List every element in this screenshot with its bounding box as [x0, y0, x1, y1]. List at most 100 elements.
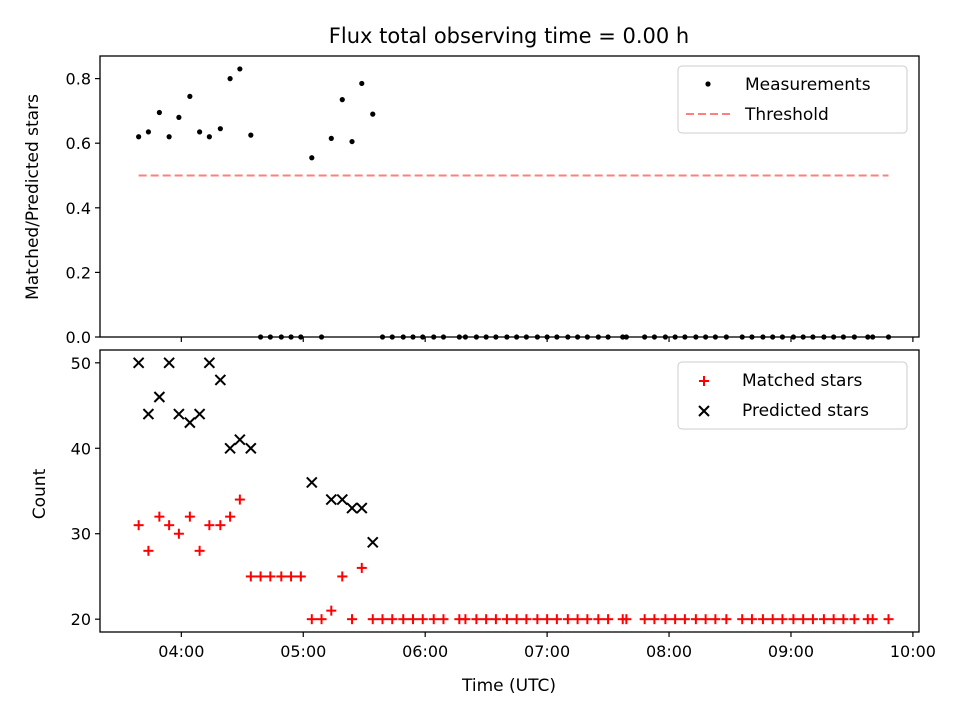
matched-stars-point — [593, 614, 604, 625]
measurement-point — [206, 134, 212, 140]
bottom-x-axis-label: Time (UTC) — [461, 676, 556, 696]
top-y-tick-label: 0.0 — [66, 328, 91, 347]
predicted-stars-point — [224, 442, 236, 454]
bottom-x-tick-label: 04:00 — [158, 642, 204, 661]
bottom-y-tick-label: 40 — [71, 439, 91, 458]
matched-stars-point — [255, 571, 266, 582]
predicted-stars-point — [306, 476, 318, 489]
bottom-panel: Count Time (UTC) 20 30 40 50 04:00 05:00 06:00… — [30, 349, 936, 696]
matched-stars-point — [377, 614, 388, 625]
measurement-point — [227, 76, 233, 82]
matched-stars-point — [225, 511, 236, 522]
measurement-point — [145, 129, 152, 135]
matched-stars-point — [670, 614, 681, 625]
top-axes-frame — [99, 55, 920, 338]
matched-stars-point — [621, 614, 632, 625]
matched-stars-point — [867, 614, 878, 625]
matched-stars-point — [710, 614, 721, 625]
matched-stars-point — [828, 614, 839, 625]
matched-stars-point — [215, 520, 226, 531]
predicted-stars-point — [142, 408, 155, 420]
measurement-point — [248, 132, 254, 138]
bottom-y-tick-label: 50 — [71, 354, 91, 373]
matched-stars-point — [356, 562, 367, 573]
matched-stars-point — [532, 614, 543, 625]
matched-stars-point — [582, 614, 593, 625]
matched-stars-point — [276, 571, 287, 582]
top-plot-area — [136, 66, 892, 340]
measurement-point — [136, 134, 142, 140]
matched-stars-point — [265, 571, 276, 582]
measurement-point — [237, 66, 243, 72]
matched-stars-point — [551, 614, 562, 625]
matched-stars-point — [417, 614, 428, 625]
matched-stars-point — [133, 520, 144, 531]
matched-stars-point — [316, 614, 327, 625]
matched-stars-point — [562, 614, 573, 625]
bottom-plot-area — [132, 357, 894, 625]
matched-stars-point — [490, 614, 501, 625]
predicted-stars-point — [234, 434, 246, 446]
bottom-legend-box — [677, 361, 908, 430]
matched-stars-point — [838, 614, 849, 625]
matched-stars-point — [690, 614, 701, 625]
bottom-x-tick-label: 07:00 — [524, 642, 570, 661]
legend-predicted-label: Predicted stars — [742, 401, 869, 421]
matched-stars-point — [521, 614, 532, 625]
matched-stars-point — [438, 614, 449, 625]
measurement-point — [339, 97, 345, 103]
bottom-x-tick-label: 08:00 — [646, 642, 692, 661]
legend-matched-marker — [699, 376, 709, 386]
matched-stars-point — [164, 520, 175, 531]
measurement-point — [217, 126, 223, 132]
top-legend: Measurements Threshold — [677, 65, 908, 134]
bottom-axis-ticks: 20 30 40 50 04:00 05:00 06:00 07:00 08:00 09:00 10… — [71, 354, 936, 661]
matched-stars-point — [286, 571, 297, 582]
predicted-stars-point — [367, 536, 379, 548]
matched-stars-point — [679, 614, 690, 625]
measurement-point — [156, 109, 162, 116]
top-panel: Flux total observing time = 0.00 h Match… — [23, 24, 920, 347]
bottom-x-tick-label: 06:00 — [402, 642, 448, 661]
matched-stars-point — [428, 614, 439, 625]
matched-stars-point — [407, 614, 418, 625]
matched-stars-point — [326, 605, 337, 616]
matched-stars-point — [660, 614, 671, 625]
matched-stars-point — [501, 614, 512, 625]
matched-stars-point — [337, 571, 348, 582]
measurement-point — [349, 138, 355, 145]
matched-stars-point — [347, 614, 358, 625]
matched-stars-point — [154, 511, 165, 522]
matched-stars-point — [777, 614, 788, 625]
matched-stars-point — [204, 520, 215, 531]
bottom-x-tick-label: 10:00 — [890, 642, 936, 661]
top-y-tick-label: 0.2 — [66, 263, 91, 282]
matched-stars-point — [849, 614, 860, 625]
measurement-point — [166, 134, 172, 140]
measurement-point — [370, 111, 376, 117]
matched-stars-point — [818, 614, 829, 625]
bottom-y-tick-label: 20 — [71, 610, 91, 629]
measurement-point — [309, 155, 315, 161]
legend-measurements-marker — [705, 81, 711, 87]
matched-stars-point — [721, 614, 732, 625]
matched-stars-point — [542, 614, 553, 625]
predicted-stars-point — [203, 357, 216, 369]
bottom-y-axis-label: Count — [30, 468, 50, 519]
predicted-stars-point — [163, 357, 175, 369]
legend-measurements-label: Measurements — [745, 75, 871, 95]
bottom-x-tick-label: 09:00 — [768, 642, 814, 661]
measurement-point — [359, 80, 365, 87]
top-y-axis-label: Matched/Predicted stars — [23, 94, 43, 300]
matched-stars-point — [767, 614, 778, 625]
matched-stars-point — [184, 511, 195, 522]
top-axis-ticks: 0.0 0.2 0.4 0.6 0.8 — [66, 70, 914, 347]
predicted-stars-point — [356, 502, 368, 514]
measurement-point — [176, 114, 182, 120]
measurement-point — [328, 135, 334, 141]
matched-stars-point — [234, 494, 245, 505]
matched-stars-point — [700, 614, 711, 625]
measurement-point — [197, 129, 203, 135]
top-chart-title: Flux total observing time = 0.00 h — [329, 24, 689, 48]
